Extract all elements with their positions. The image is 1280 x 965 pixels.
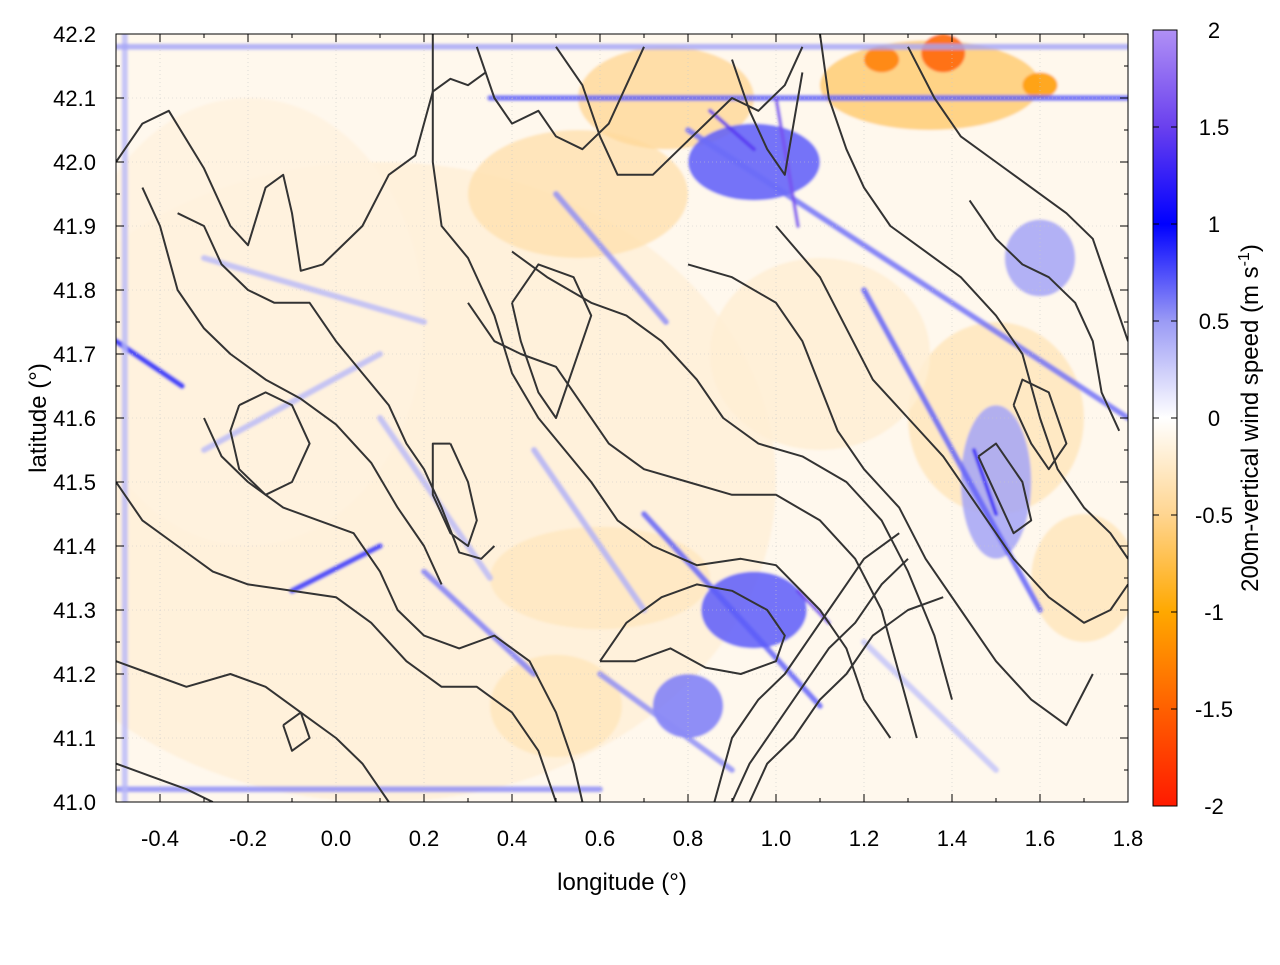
x-axis-ticks: -0.4 -0.2 0.0 0.2 0.4 0.6 0.8 1.0 1.2 1.4 1.6 1.8 [115, 34, 1144, 851]
y-axis-label: latitude (°) [25, 363, 52, 473]
colorbar-tick-label: -1.5 [1195, 697, 1233, 722]
field-streak [421, 568, 537, 677]
x-tick-label: 1.8 [1113, 826, 1144, 851]
colorbar-tick-label: -1 [1204, 600, 1224, 625]
y-tick-label: 41.2 [53, 662, 96, 687]
x-tick-label: 0.8 [673, 826, 704, 851]
y-tick-label: 41.9 [53, 214, 96, 239]
contour-line [116, 660, 390, 802]
colorbar-label-sup: -1 [1236, 252, 1253, 266]
contour-line [431, 442, 478, 547]
contour-line [977, 442, 1033, 535]
y-tick-label: 42.2 [53, 22, 96, 47]
field-patch [864, 46, 900, 73]
contour-line [282, 711, 311, 752]
contour-line [731, 59, 804, 176]
field-streak [708, 108, 756, 152]
y-tick-label: 41.5 [53, 470, 96, 495]
colorbar-tick-label: 2 [1208, 18, 1220, 43]
contour-line [116, 71, 487, 272]
field-streak [861, 639, 999, 773]
contour-line [116, 762, 214, 802]
field-patch [116, 98, 424, 546]
x-tick-label: 1.2 [849, 826, 880, 851]
field-patch [688, 123, 820, 201]
contour-line [687, 263, 1094, 727]
colorbar-label-main: 200m-vertical wind speed (m s [1237, 266, 1264, 591]
contour-line [819, 34, 1128, 560]
contour-line [1012, 378, 1068, 471]
y-tick-label: 41.6 [53, 406, 96, 431]
field-streak [201, 255, 427, 325]
y-tick-label: 41.1 [53, 726, 96, 751]
y-tick-label: 42.0 [53, 150, 96, 175]
colorbar-tick-label: -2 [1204, 794, 1224, 819]
colorbar-tick-label: 1.5 [1199, 115, 1230, 140]
contour-line [731, 558, 909, 802]
y-axis-ticks: 41.0 41.1 41.2 41.3 41.4 41.5 41.6 41.7 41.8 41.9… [53, 22, 1128, 815]
field-streak [685, 127, 1128, 421]
x-tick-label: 0.0 [321, 826, 352, 851]
x-tick-label: 1.4 [937, 826, 968, 851]
field-streak [289, 543, 383, 594]
x-tick-label: 0.4 [497, 826, 528, 851]
y-tick-label: 42.1 [53, 86, 96, 111]
contour-line [748, 596, 944, 802]
colorbar-tick-label: -0.5 [1195, 503, 1233, 528]
contour-line [467, 302, 918, 739]
field-streak [597, 671, 735, 773]
contour-line [203, 417, 584, 802]
x-tick-label: 0.6 [585, 826, 616, 851]
x-tick-label: 1.0 [761, 826, 792, 851]
x-axis-label: longitude (°) [557, 869, 687, 896]
contour-line [907, 46, 1128, 342]
contour-line [775, 225, 1128, 624]
y-tick-label: 41.3 [53, 598, 96, 623]
contour-line [713, 532, 900, 802]
colorbar-tick-label: 1 [1208, 212, 1220, 237]
y-tick-label: 41.8 [53, 278, 96, 303]
x-tick-label: 1.6 [1025, 826, 1056, 851]
field-streak [531, 447, 647, 613]
contour-lines [116, 34, 1128, 802]
field-patch [1022, 72, 1058, 98]
colorbar-tick-label: 0 [1208, 406, 1220, 431]
contour-line [116, 481, 557, 802]
contour-line [229, 391, 311, 496]
contour-line [475, 46, 645, 151]
field-patch [1031, 514, 1128, 642]
x-tick-label: -0.4 [141, 826, 179, 851]
colorbar-label-end: ) [1237, 244, 1264, 252]
field-patch [468, 130, 688, 258]
field-streak [201, 351, 383, 453]
x-tick-label: 0.2 [409, 826, 440, 851]
contour-line [177, 212, 496, 560]
contour-line [141, 187, 443, 585]
colorbar-tick-label: 0.5 [1199, 309, 1230, 334]
colorbar-label: 200m-vertical wind speed (m s-1) [1236, 244, 1264, 592]
y-tick-label: 41.0 [53, 790, 96, 815]
contour-line [968, 199, 1121, 432]
colorbar-ticks: -2 -1.5 -1 -0.5 0 0.5 1 1.5 2 [1153, 18, 1233, 819]
contour-line [511, 263, 593, 419]
contour-line [555, 46, 804, 176]
y-tick-label: 41.4 [53, 534, 96, 559]
field-streak [553, 191, 669, 325]
contour-line [599, 583, 786, 675]
y-tick-label: 41.7 [53, 342, 96, 367]
x-tick-label: -0.2 [229, 826, 267, 851]
field-patch [921, 34, 966, 73]
field-patch [490, 654, 622, 758]
